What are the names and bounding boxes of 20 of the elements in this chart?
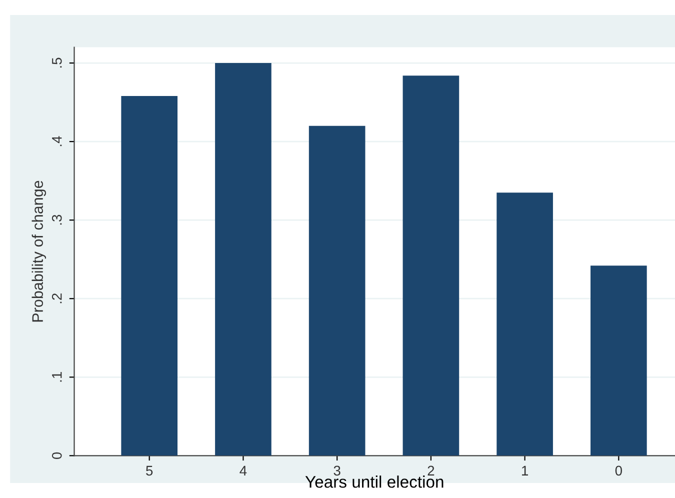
x-tick-label: 5 [146,466,153,476]
bar [215,63,272,456]
y-tick-label: .3 [52,214,62,225]
x-tick-label: 4 [240,466,247,476]
y-axis-title: Probability of change [32,180,46,322]
y-tick-label: .1 [52,372,62,382]
y-tick-label: .5 [52,58,62,68]
y-tick-label: 0 [52,452,62,459]
bar [402,76,460,456]
y-tick-label: .4 [52,136,62,146]
bar [590,266,647,456]
x-tick-label: 2 [428,466,434,476]
x-tick-label: 1 [522,466,528,476]
bar [121,96,178,456]
x-tick-label: 0 [615,466,622,476]
bar [308,126,366,456]
bar [496,192,553,456]
x-axis-title: Years until election [305,476,444,488]
x-tick-label: 3 [334,466,340,476]
y-tick-label: .2 [52,294,62,304]
